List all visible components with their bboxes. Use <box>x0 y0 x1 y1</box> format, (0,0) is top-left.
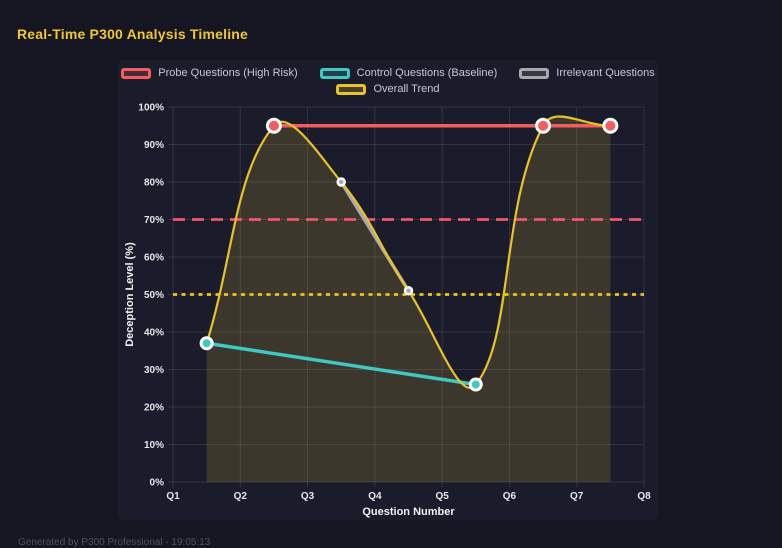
series-line-1 <box>204 341 478 387</box>
data-point[interactable] <box>468 377 483 392</box>
x-tick-label: Q2 <box>234 491 248 502</box>
x-axis-title: Question Number <box>362 506 455 518</box>
x-tick-label: Q1 <box>166 491 180 502</box>
y-tick-label: 0% <box>150 478 165 489</box>
y-tick-label: 40% <box>144 328 164 339</box>
legend-item-probe[interactable]: Probe Questions (High Risk) <box>121 67 298 79</box>
trend-area-fill <box>206 116 611 483</box>
legend-item-trend[interactable]: Overall Trend <box>336 83 440 95</box>
page-title: Real-Time P300 Analysis Timeline <box>17 26 249 42</box>
legend-label-probe: Probe Questions (High Risk) <box>158 67 298 79</box>
data-point[interactable] <box>403 286 414 296</box>
legend-row-2: Overall Trend <box>336 83 440 95</box>
y-tick-label: 20% <box>144 403 164 414</box>
chart-legend: Probe Questions (High Risk) Control Ques… <box>118 67 658 95</box>
y-tick-label: 30% <box>144 365 164 376</box>
legend-item-irrelevant[interactable]: Irrelevant Questions <box>519 67 655 79</box>
x-tick-label: Q4 <box>368 491 382 502</box>
y-tick-label: 50% <box>144 290 164 301</box>
y-tick-label: 70% <box>144 215 164 226</box>
legend-swatch-probe <box>121 67 152 79</box>
y-tick-label: 60% <box>144 253 164 264</box>
x-tick-label: Q6 <box>503 491 517 502</box>
data-point[interactable] <box>336 177 346 187</box>
legend-label-irrelevant: Irrelevant Questions <box>556 67 655 79</box>
legend-row-1: Probe Questions (High Risk) Control Ques… <box>121 67 655 79</box>
data-point[interactable] <box>535 117 552 134</box>
legend-swatch-irrelevant <box>519 67 550 79</box>
legend-label-control: Control Questions (Baseline) <box>356 67 498 79</box>
legend-swatch-trend <box>336 83 367 95</box>
data-point[interactable] <box>602 117 619 134</box>
x-tick-label: Q3 <box>301 491 315 502</box>
data-point[interactable] <box>199 336 214 351</box>
data-point[interactable] <box>265 117 282 134</box>
x-tick-label: Q8 <box>637 491 651 502</box>
y-tick-label: 90% <box>144 140 164 151</box>
chart-card: Q1 Q2 Q3 Q4 Q5 Q6 Q7 Q8 0% 10% 20% 30% 40% 50% 60% 70% 8… <box>118 60 658 520</box>
legend-item-control[interactable]: Control Questions (Baseline) <box>319 67 498 79</box>
x-tick-label: Q7 <box>570 491 584 502</box>
footer-note: Generated by P300 Professional - 19:05:1… <box>18 537 211 548</box>
y-tick-label: 100% <box>138 103 164 114</box>
legend-label-trend: Overall Trend <box>373 83 440 95</box>
x-tick-label: Q5 <box>435 491 449 502</box>
y-axis-title: Deception Level (%) <box>124 242 136 347</box>
chart-plot: Q1 Q2 Q3 Q4 Q5 Q6 Q7 Q8 0% 10% 20% 30% 40% 50% 60% 70% 8… <box>124 103 651 519</box>
y-tick-label: 80% <box>144 178 164 189</box>
legend-swatch-control <box>319 67 350 79</box>
y-tick-label: 10% <box>144 440 164 451</box>
